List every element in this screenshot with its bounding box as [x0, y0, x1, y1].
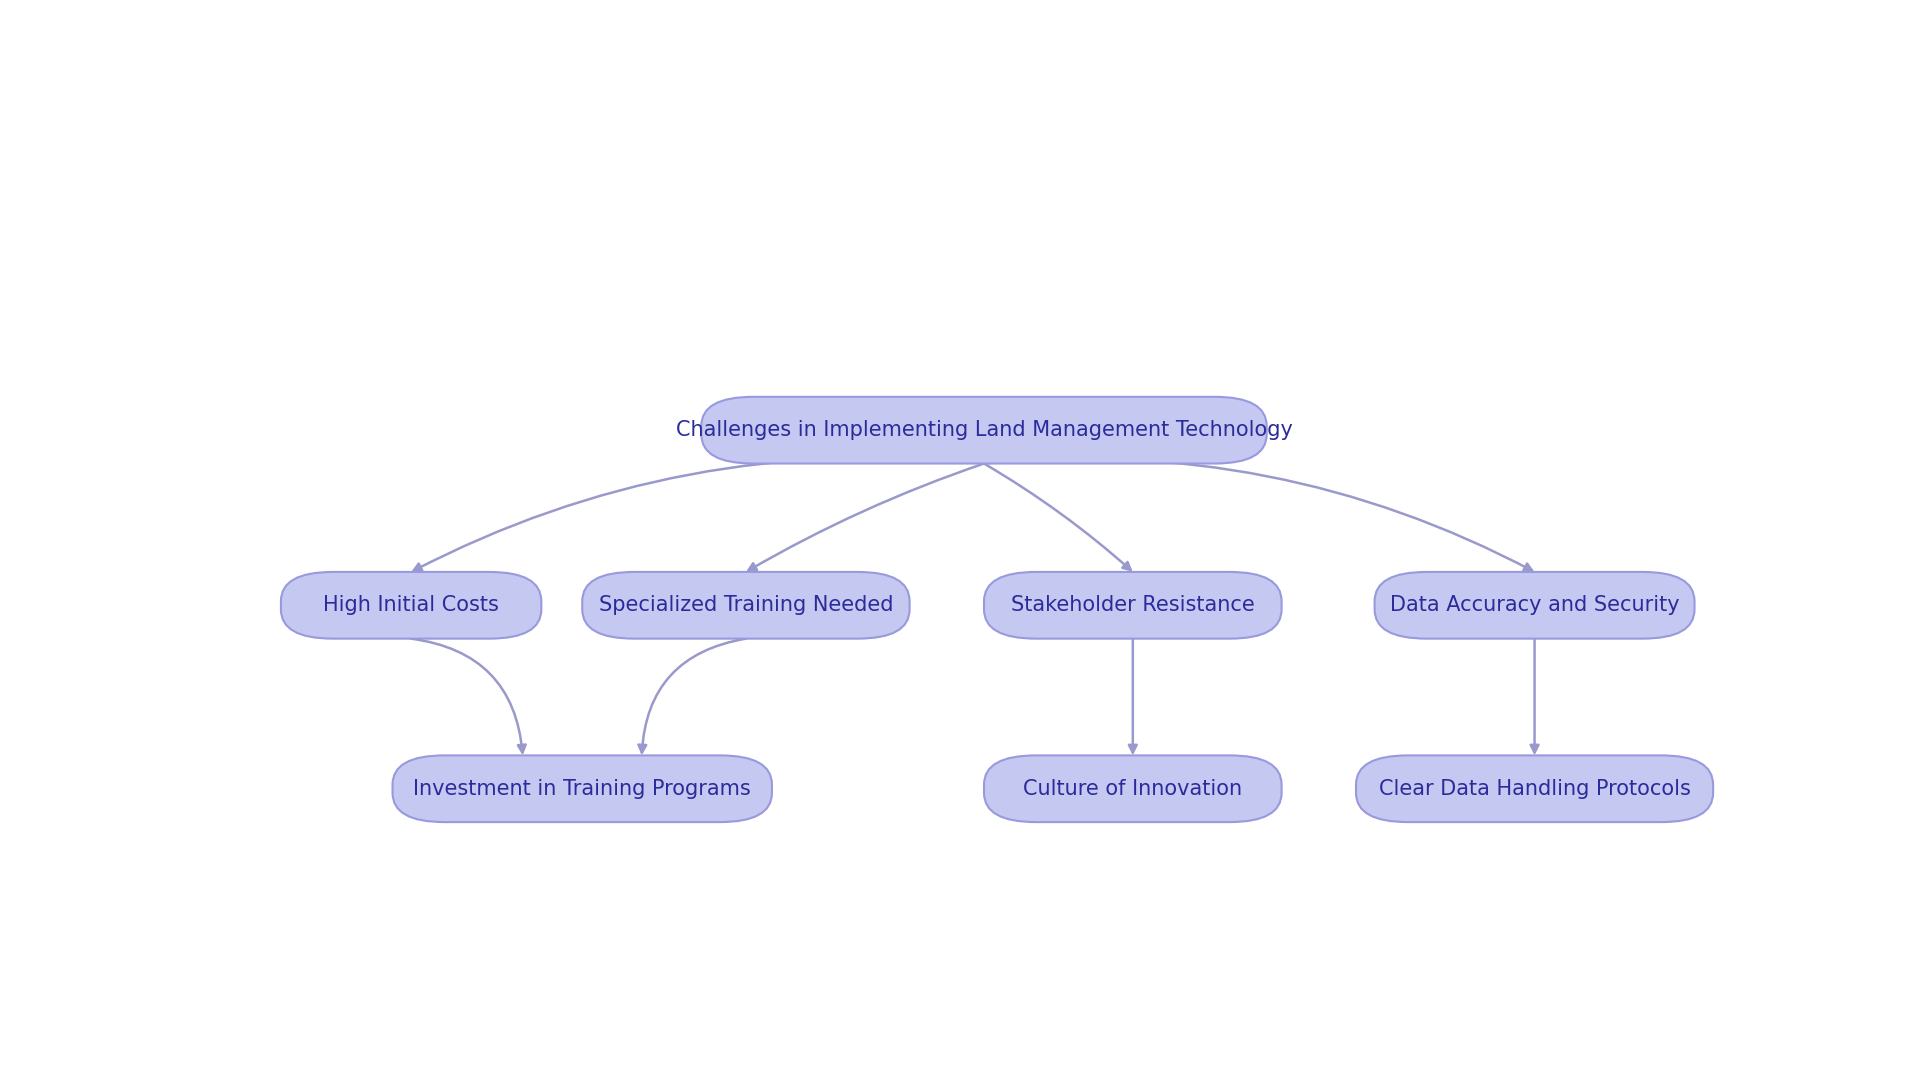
Text: Culture of Innovation: Culture of Innovation — [1023, 779, 1242, 799]
FancyBboxPatch shape — [983, 572, 1283, 639]
Text: Specialized Training Needed: Specialized Training Needed — [599, 596, 893, 615]
Text: Clear Data Handling Protocols: Clear Data Handling Protocols — [1379, 779, 1690, 799]
Text: Challenges in Implementing Land Management Technology: Challenges in Implementing Land Manageme… — [676, 420, 1292, 440]
Text: Investment in Training Programs: Investment in Training Programs — [413, 779, 751, 799]
Text: High Initial Costs: High Initial Costs — [323, 596, 499, 615]
FancyBboxPatch shape — [1356, 756, 1713, 822]
FancyBboxPatch shape — [1375, 572, 1695, 639]
FancyBboxPatch shape — [582, 572, 910, 639]
FancyBboxPatch shape — [280, 572, 541, 639]
Text: Data Accuracy and Security: Data Accuracy and Security — [1390, 596, 1680, 615]
FancyBboxPatch shape — [983, 756, 1283, 822]
FancyBboxPatch shape — [701, 396, 1267, 464]
FancyBboxPatch shape — [392, 756, 772, 822]
Text: Stakeholder Resistance: Stakeholder Resistance — [1012, 596, 1254, 615]
